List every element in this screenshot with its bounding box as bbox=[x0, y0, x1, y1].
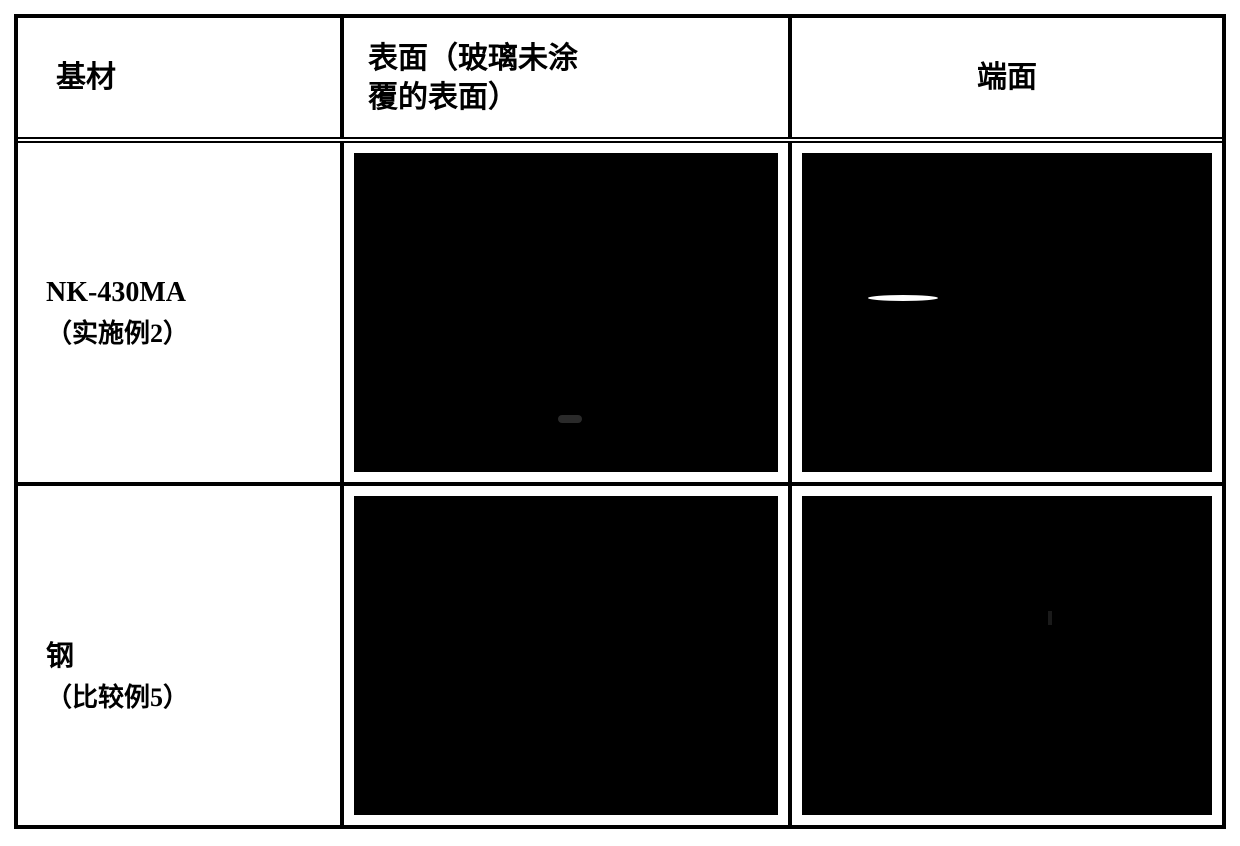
row2-endface-cell bbox=[792, 486, 1222, 825]
header-cell-endface: 端面 bbox=[792, 18, 1222, 137]
table-row: NK-430MA （实施例2） bbox=[18, 143, 1222, 486]
row-label-cell: 钢 （比较例5） bbox=[18, 486, 344, 825]
row1-label-line1: NK-430MA bbox=[46, 272, 312, 314]
comparison-table: 基材 表面（玻璃未涂 覆的表面） 端面 NK-430MA （实施例2） 钢 bbox=[14, 14, 1226, 829]
row1-label-line2: （实施例2） bbox=[46, 314, 312, 353]
image-streak bbox=[868, 295, 938, 301]
sample-image-surface bbox=[354, 153, 778, 472]
header-label-col2-line1: 表面（玻璃未涂 bbox=[368, 39, 778, 78]
sample-image-endface bbox=[802, 153, 1212, 472]
header-label-col1: 基材 bbox=[56, 58, 312, 97]
header-cell-substrate: 基材 bbox=[18, 18, 344, 137]
image-artifact bbox=[558, 415, 582, 423]
header-cell-surface: 表面（玻璃未涂 覆的表面） bbox=[344, 18, 792, 137]
table-header-row: 基材 表面（玻璃未涂 覆的表面） 端面 bbox=[18, 18, 1222, 143]
table-row: 钢 （比较例5） bbox=[18, 486, 1222, 825]
row2-label-line2: （比较例5） bbox=[46, 678, 312, 717]
header-label-col3: 端面 bbox=[802, 58, 1212, 97]
row2-surface-cell bbox=[344, 486, 792, 825]
row2-label-line1: 钢 bbox=[46, 636, 312, 678]
header-label-col2-line2: 覆的表面） bbox=[368, 78, 778, 117]
row-label-cell: NK-430MA （实施例2） bbox=[18, 143, 344, 482]
sample-image-endface bbox=[802, 496, 1212, 815]
image-artifact bbox=[1048, 611, 1052, 625]
row1-surface-cell bbox=[344, 143, 792, 482]
row1-endface-cell bbox=[792, 143, 1222, 482]
sample-image-surface bbox=[354, 496, 778, 815]
